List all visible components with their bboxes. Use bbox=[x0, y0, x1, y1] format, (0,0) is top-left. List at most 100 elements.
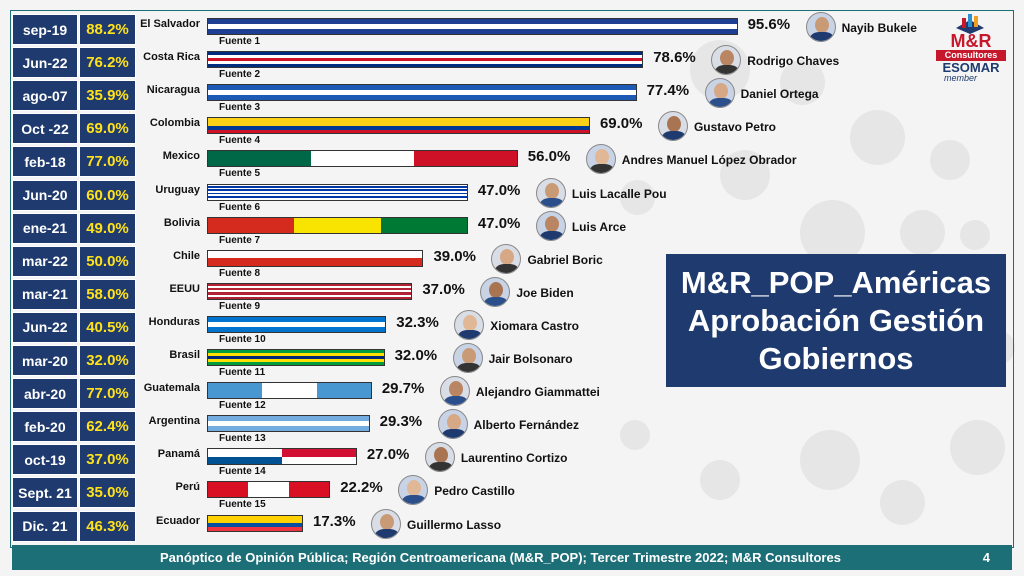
flag-stripe bbox=[208, 362, 384, 365]
flag-stripe bbox=[208, 515, 302, 520]
portrait-body bbox=[443, 396, 468, 406]
page-number: 4 bbox=[982, 550, 990, 565]
prior-date-cell: Dic. 21 bbox=[12, 510, 78, 542]
flag-stripe bbox=[208, 19, 737, 25]
footer-text: Panóptico de Opinión Pública; Región Cen… bbox=[160, 550, 841, 565]
portrait-body bbox=[495, 263, 520, 273]
prior-approval-cell: 60.0% bbox=[79, 179, 136, 211]
flag-stripe bbox=[208, 28, 737, 34]
flag-stripe bbox=[208, 52, 643, 56]
prior-approval-cell: 37.0% bbox=[79, 444, 136, 476]
leader-portrait-icon bbox=[657, 111, 688, 142]
prior-approval-cell: 50.0% bbox=[79, 245, 136, 277]
approval-value-label: 29.7% bbox=[381, 380, 425, 398]
portrait-head bbox=[713, 83, 728, 100]
country-label: Colombia bbox=[149, 117, 200, 130]
leader-portrait-icon bbox=[439, 376, 470, 407]
flag-stripe bbox=[208, 526, 302, 531]
portrait-body bbox=[661, 131, 686, 141]
flag-stripe bbox=[248, 482, 290, 498]
approval-value-label: 78.6% bbox=[653, 49, 696, 67]
prior-date-cell: sep-19 bbox=[12, 14, 78, 45]
flag-stripe bbox=[208, 356, 384, 360]
flag-stripe bbox=[208, 316, 386, 322]
flag-stripe bbox=[294, 217, 382, 233]
leader-portrait-icon bbox=[491, 243, 522, 274]
portrait-head bbox=[463, 314, 478, 331]
leader-name: Andres Manuel López Obrador bbox=[621, 153, 797, 168]
prior-approval-cell: 35.0% bbox=[79, 477, 136, 509]
portrait-body bbox=[456, 363, 481, 372]
flag-stripe bbox=[208, 192, 467, 195]
footer-bar: Panóptico de Opinión Pública; Región Cen… bbox=[12, 545, 1012, 570]
flag-stripe bbox=[208, 187, 467, 190]
portrait-body bbox=[589, 164, 614, 174]
country-label: Chile bbox=[173, 249, 200, 262]
flag-stripe bbox=[208, 523, 302, 527]
flag-bar bbox=[207, 382, 372, 400]
prior-approval-cell: 35.9% bbox=[79, 80, 136, 112]
flag-bar bbox=[207, 150, 518, 168]
flag-stripe bbox=[208, 294, 412, 297]
prior-date-cell: mar-22 bbox=[12, 245, 78, 277]
background-circle bbox=[850, 110, 905, 165]
logo-main-text: M&R bbox=[950, 31, 992, 51]
leader-portrait-icon bbox=[454, 309, 485, 340]
background-circle bbox=[930, 140, 970, 180]
flag-stripe bbox=[208, 95, 636, 101]
approval-value-label: 56.0% bbox=[527, 148, 571, 166]
flag-stripe bbox=[208, 64, 643, 68]
prior-approval-cell: 88.2% bbox=[79, 14, 136, 45]
flag-stripe bbox=[208, 217, 296, 233]
flag-bar bbox=[207, 84, 637, 102]
flag-stripe bbox=[208, 55, 643, 59]
title-line-3: Gobiernos bbox=[758, 340, 914, 376]
background-circle bbox=[620, 420, 650, 450]
title-line-1: M&R_POP_Américas bbox=[680, 264, 992, 300]
flag-quadrant bbox=[281, 449, 356, 457]
flag-stripe bbox=[208, 191, 467, 193]
leader-name: Laurentino Cortizo bbox=[460, 451, 568, 466]
leader-name: Daniel Ortega bbox=[740, 87, 819, 102]
portrait-body bbox=[539, 197, 564, 207]
portrait-body bbox=[458, 329, 483, 339]
prior-approval-cell: 77.0% bbox=[79, 378, 136, 410]
flag-stripe bbox=[208, 359, 384, 363]
portrait-head bbox=[448, 381, 463, 398]
bar-chart-logo-icon bbox=[956, 14, 984, 34]
prior-date-cell: Oct -22 bbox=[12, 113, 78, 145]
flag-stripe bbox=[208, 85, 636, 91]
prior-date-cell: abr-20 bbox=[12, 378, 78, 410]
flag-stripe bbox=[208, 118, 589, 123]
portrait-body bbox=[402, 495, 427, 505]
source-label: Fuente 13 bbox=[219, 433, 266, 445]
approval-value-label: 32.0% bbox=[394, 347, 438, 364]
flag-stripe bbox=[208, 197, 467, 200]
source-label: Fuente 14 bbox=[219, 466, 266, 478]
flag-stripe bbox=[288, 482, 330, 498]
portrait-body bbox=[809, 32, 834, 41]
flag-stripe bbox=[208, 283, 412, 286]
flag-bar bbox=[207, 448, 357, 466]
portrait-head bbox=[461, 348, 476, 364]
leader-portrait-icon bbox=[398, 475, 429, 506]
flag-bar bbox=[207, 415, 370, 433]
logo-sub-text: Consultores bbox=[936, 50, 1006, 61]
leader-name: Rodrigo Chaves bbox=[747, 54, 840, 69]
leader-name: Gustavo Petro bbox=[693, 120, 776, 135]
flag-stripe bbox=[208, 326, 386, 332]
flag-stripe bbox=[262, 383, 318, 399]
prior-date-cell: feb-18 bbox=[12, 146, 78, 178]
prior-date-cell: Jun-22 bbox=[12, 47, 78, 79]
source-label: Fuente 10 bbox=[219, 333, 266, 345]
approval-value-label: 37.0% bbox=[422, 280, 465, 298]
background-circle bbox=[950, 420, 1005, 475]
portrait-head bbox=[814, 17, 829, 33]
background-circle bbox=[800, 430, 860, 490]
leader-name: Joe Biden bbox=[516, 285, 574, 300]
flag-stripe bbox=[208, 321, 386, 327]
prior-date-cell: ago-07 bbox=[12, 80, 78, 112]
flag-stripe bbox=[208, 519, 302, 524]
leader-portrait-icon bbox=[585, 144, 616, 175]
